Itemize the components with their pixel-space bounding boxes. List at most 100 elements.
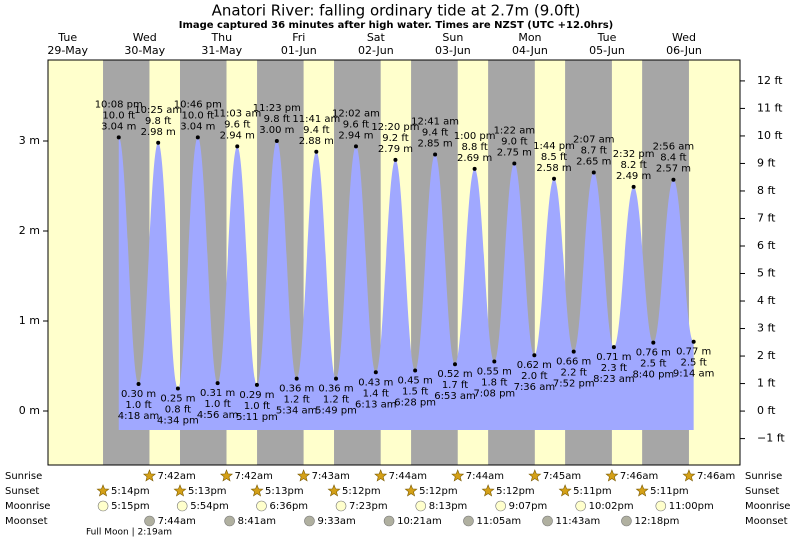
row-label: Sunrise bbox=[745, 471, 782, 482]
row-label: Sunset bbox=[5, 486, 39, 497]
tide-point bbox=[156, 140, 161, 145]
tide-label: 0.77 m bbox=[676, 347, 711, 358]
tide-label: 0.76 m bbox=[636, 348, 671, 359]
day-date: 30-May bbox=[124, 44, 165, 57]
tide-label: 1.0 ft bbox=[204, 399, 230, 410]
tide-label: 9.4 ft bbox=[303, 125, 329, 136]
tide-label: 10:08 pm bbox=[95, 99, 143, 110]
tide-point bbox=[651, 340, 656, 345]
y2-tick-label: 6 ft bbox=[757, 239, 776, 252]
tide-label: 8.8 ft bbox=[461, 142, 487, 153]
moon-icon bbox=[463, 515, 474, 527]
tide-label: 7:52 pm bbox=[553, 379, 595, 390]
sun-icon bbox=[404, 484, 418, 497]
tide-point bbox=[254, 382, 259, 387]
tide-label: 1.0 ft bbox=[244, 401, 270, 412]
row-label: Sunset bbox=[745, 486, 779, 497]
y2-tick-label: 3 ft bbox=[757, 322, 776, 335]
y2-tick-label: 10 ft bbox=[757, 129, 783, 142]
day-name: Wed bbox=[133, 31, 157, 44]
sunset-time: 5:12pm bbox=[342, 486, 381, 497]
tide-label: 1.5 ft bbox=[402, 387, 428, 398]
tide-label: 2:07 am bbox=[573, 135, 615, 146]
tide-point bbox=[235, 144, 240, 149]
tide-label: 8.7 ft bbox=[581, 146, 607, 157]
moon-icon bbox=[304, 515, 315, 527]
tide-point bbox=[314, 149, 319, 154]
tide-label: 2.5 ft bbox=[640, 359, 666, 370]
tide-label: 0.66 m bbox=[556, 357, 591, 368]
tide-label: 9.4 ft bbox=[422, 128, 448, 139]
moon-icon bbox=[383, 515, 395, 527]
sun-icon bbox=[558, 484, 572, 497]
sun-icon bbox=[250, 484, 264, 497]
tide-point bbox=[353, 144, 358, 149]
tide-label: 2.94 m bbox=[220, 130, 255, 141]
sunset-time: 5:12pm bbox=[419, 486, 458, 497]
tide-label: 7:36 am bbox=[514, 382, 556, 393]
tide-label: 2.2 ft bbox=[561, 368, 587, 379]
tide-label: 3.04 m bbox=[180, 121, 215, 132]
tide-label: 1.0 ft bbox=[125, 400, 151, 411]
sunrise-time: 7:44am bbox=[389, 471, 427, 482]
tide-point bbox=[116, 135, 121, 140]
moonset-time: 12:18pm bbox=[634, 516, 679, 527]
y2-tick-label: 9 ft bbox=[757, 156, 776, 169]
sun-icon bbox=[528, 469, 542, 482]
tide-label: 0.43 m bbox=[358, 377, 393, 388]
sunset-time: 5:14pm bbox=[111, 486, 150, 497]
day-date: 29-May bbox=[47, 44, 88, 57]
tide-point bbox=[532, 353, 537, 358]
moon-icon bbox=[542, 515, 553, 527]
tide-label: 10:46 pm bbox=[174, 99, 222, 110]
tide-label: 8:23 am bbox=[593, 374, 635, 385]
tide-label: 0.25 m bbox=[160, 394, 195, 405]
tide-label: 2.49 m bbox=[616, 171, 651, 182]
moonset-time: 9:33am bbox=[317, 516, 355, 527]
tide-label: 2.94 m bbox=[338, 130, 373, 141]
tide-label: 0.30 m bbox=[121, 389, 156, 400]
tide-label: 4:18 am bbox=[118, 411, 160, 422]
tide-label: 2:32 pm bbox=[613, 149, 655, 160]
tide-label: 5:11 pm bbox=[236, 412, 278, 423]
day-name: Sun bbox=[442, 31, 463, 44]
moon-icon bbox=[224, 515, 235, 527]
tide-label: 11:03 am bbox=[213, 108, 261, 119]
sun-icon bbox=[327, 484, 341, 497]
day-name: Wed bbox=[672, 31, 696, 44]
tide-label: 2.79 m bbox=[378, 144, 413, 155]
sun-icon bbox=[682, 469, 696, 482]
tide-label: 12:02 am bbox=[332, 108, 380, 119]
tide-point bbox=[631, 184, 636, 189]
tide-label: 9.8 ft bbox=[264, 114, 290, 125]
tide-label: 8:40 pm bbox=[632, 370, 674, 381]
moon-icon bbox=[176, 500, 188, 512]
day-date: 05-Jun bbox=[589, 44, 625, 57]
tide-label: 9.0 ft bbox=[501, 137, 527, 148]
tide-label: 5:34 am bbox=[276, 406, 318, 417]
moon-icon bbox=[655, 500, 667, 512]
tide-label: 2:56 am bbox=[653, 142, 695, 153]
day-name: Fri bbox=[292, 31, 305, 44]
tide-point bbox=[274, 139, 279, 143]
tide-label: 12:20 pm bbox=[371, 122, 419, 133]
y-tick-label: 3 m bbox=[19, 134, 40, 147]
tide-label: 10.0 ft bbox=[181, 110, 214, 121]
moon-icon bbox=[97, 500, 109, 512]
tide-point bbox=[492, 359, 497, 364]
tide-label: 0.52 m bbox=[437, 369, 472, 380]
day-name: Tue bbox=[597, 31, 617, 44]
y-tick-label: 2 m bbox=[19, 224, 40, 237]
tide-label: 1.4 ft bbox=[363, 388, 389, 399]
y2-tick-label: 5 ft bbox=[757, 267, 776, 280]
row-label: Moonset bbox=[745, 516, 788, 527]
tide-label: 6:53 am bbox=[434, 391, 476, 402]
tide-label: 4:34 pm bbox=[157, 416, 199, 427]
tide-label: 4:56 am bbox=[197, 410, 239, 421]
tide-point bbox=[294, 376, 299, 381]
sunset-time: 5:11pm bbox=[650, 486, 689, 497]
tide-label: 2.75 m bbox=[497, 148, 532, 159]
footer-note: Full Moon | 2:19am bbox=[86, 528, 172, 538]
sun-icon bbox=[605, 469, 619, 482]
